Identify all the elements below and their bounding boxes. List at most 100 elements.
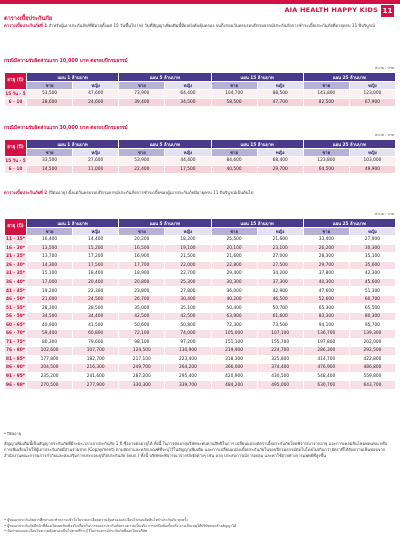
- premium-cell: 40,300: [302, 277, 350, 288]
- premium-cell: 17,700: [118, 260, 166, 271]
- premium-cell: 98,100: [118, 337, 166, 348]
- premium-cell: 295,400: [164, 371, 212, 382]
- premium-cell: 50,400: [210, 303, 258, 313]
- plan-header: แผน 25 ล้านบาท: [302, 139, 397, 149]
- premium-cell: 18,900: [118, 269, 166, 279]
- table-1-unit: หน่วย : บาท: [374, 66, 394, 70]
- disclaimer-note: • ผู้ขอเอาประกันภัยควรศึกษาและทำความเข้า…: [4, 518, 188, 522]
- premium-cell: 151,100: [210, 337, 258, 348]
- age-range-cell: 51 - 55*: [4, 303, 27, 313]
- premium-cell: 136,700: [302, 329, 350, 339]
- premium-table-1: อายุ (ปี) แผน 1 ล้านบาท แผน 5 ล้านบาท แผ…: [4, 72, 397, 108]
- premium-cell: 277,900: [72, 380, 120, 390]
- premium-cell: 102,600: [25, 346, 74, 356]
- premium-cell: 97,200: [164, 337, 212, 348]
- age-range-cell: 56 - 59*: [4, 311, 27, 322]
- table-row: 11 - 15* 16,400 14,400 20,200 18,200 25,500 21…: [4, 235, 397, 245]
- premium-cell: 30,300: [210, 277, 258, 288]
- age-range-cell: 96 - 98*: [4, 380, 27, 390]
- age-column-header: อายุ (ปี): [4, 139, 27, 157]
- premium-cell: 318,300: [210, 354, 258, 365]
- premium-cell: 235,200: [25, 371, 74, 382]
- premium-cell: 24,600: [72, 97, 120, 108]
- premium-cell: 22,700: [164, 269, 212, 279]
- premium-cell: 59,400: [25, 329, 74, 339]
- premium-cell: 14,400: [72, 235, 120, 245]
- table-row: 56 - 59* 34,500 34,400 42,500 42,500 63,900 61…: [4, 311, 397, 322]
- premium-cell: 53,900: [118, 156, 166, 166]
- premium-cell: 27,600: [72, 156, 120, 166]
- premium-cell: 143,800: [302, 89, 350, 99]
- premium-cell: 21,600: [25, 294, 74, 305]
- table-row: 81 - 85* 177,800 182,700 217,100 223,400 318,…: [4, 354, 397, 365]
- age-range-cell: 21 - 25*: [4, 252, 27, 262]
- premium-cell: 42,500: [118, 311, 166, 322]
- table-row: 26 - 30* 14,300 17,500 17,700 22,000 22,800 27…: [4, 260, 397, 271]
- premium-cell: 22,800: [210, 260, 258, 271]
- renewal-footnote: * ปีต่ออายุ: [4, 431, 21, 436]
- premium-cell: 42,300: [348, 269, 397, 279]
- premium-cell: 20,400: [72, 277, 120, 288]
- premium-cell: 124,500: [118, 346, 166, 356]
- premium-cell: 80,300: [348, 311, 397, 322]
- premium-cell: 35,100: [348, 252, 397, 262]
- premium-cell: 105,000: [210, 329, 258, 339]
- table-row: 66 - 70* 59,400 60,800 72,100 74,000 105,000 1…: [4, 329, 397, 339]
- premium-cell: 22,400: [118, 164, 166, 175]
- premium-cell: 40,500: [210, 164, 258, 175]
- premium-cell: 22,000: [164, 260, 212, 271]
- premium-cell: 34,500: [164, 97, 212, 108]
- gender-female-header: หญิง: [72, 148, 120, 157]
- premium-cell: 33,400: [302, 235, 350, 245]
- table-2-unit: หน่วย : บาท: [374, 133, 394, 137]
- premium-cell: 79,600: [72, 337, 120, 348]
- premium-cell: 130,900: [164, 346, 212, 356]
- gender-female-header: หญิง: [256, 81, 304, 90]
- premium-cell: 548,400: [302, 371, 350, 382]
- premium-cell: 107,700: [72, 346, 120, 356]
- premium-cell: 20,800: [118, 277, 166, 288]
- plan-header: แผน 1 ล้านบาท: [25, 218, 120, 228]
- disclaimer-note: • ผู้ขอเอาประกันภัยมีหน้าที่ต้องเปิดเผยข…: [4, 523, 237, 528]
- disclaimer-notes: • ผู้ขอเอาประกันภัยควรศึกษาและทำความเข้า…: [4, 518, 396, 535]
- premium-cell: 51,300: [348, 286, 397, 296]
- premium-cell: 40,200: [210, 294, 258, 305]
- premium-cell: 123,000: [348, 89, 397, 99]
- premium-cell: 11,000: [72, 164, 120, 175]
- gender-male-header: ชาย: [302, 81, 350, 90]
- premium-cell: 60,800: [72, 329, 120, 339]
- premium-cell: 19,100: [164, 243, 212, 254]
- gender-male-header: ชาย: [25, 148, 74, 157]
- age-range-cell: 26 - 30*: [4, 260, 27, 271]
- age-range-cell: 91 - 95*: [4, 371, 27, 382]
- premium-cell: 28,300: [302, 252, 350, 262]
- table-row: 31 - 35* 15,100 18,400 18,900 22,700 29,400 34…: [4, 269, 397, 279]
- premium-cell: 37,300: [256, 277, 304, 288]
- table-row: 60 - 65* 40,900 41,500 50,600 50,800 72,300 73…: [4, 320, 397, 330]
- premium-cell: 68,400: [256, 156, 304, 166]
- schedule-2-description: ตารางเบี้ยประกันภัยที่ 2 (ปีต่ออายุ) ตั้…: [4, 190, 394, 196]
- premium-cell: 17,500: [164, 164, 212, 175]
- premium-cell: 325,800: [256, 354, 304, 365]
- premium-cell: 73,900: [118, 89, 166, 99]
- premium-cell: 73,500: [256, 320, 304, 330]
- premium-cell: 330,300: [118, 380, 166, 390]
- schedule-1-text: สำหรับผู้เอาประกันภัย/ที่มีอายุตั้งแต่ 1…: [47, 23, 375, 28]
- disclaimer-note: • ข้อกำหนดและเงื่อนไขความคุ้มครองเป็นไปต…: [4, 529, 148, 534]
- plan-header: แผน 15 ล้านบาท: [210, 218, 304, 228]
- premium-cell: 339,700: [164, 380, 212, 390]
- premium-cell: 14,500: [25, 164, 74, 175]
- age-range-cell: 11 - 15*: [4, 235, 27, 245]
- gender-female-header: หญิง: [164, 148, 212, 157]
- premium-cell: 103,000: [348, 156, 397, 166]
- premium-cell: 26,200: [302, 243, 350, 254]
- premium-cell: 21,500: [164, 252, 212, 262]
- table-row: 21 - 25* 13,700 17,200 16,900 21,500 21,600 27…: [4, 252, 397, 262]
- gender-female-header: หญิง: [348, 148, 397, 157]
- premium-cell: 17,200: [72, 252, 120, 262]
- premium-cell: 13,700: [25, 252, 74, 262]
- table-3-unit: หน่วย : บาท: [374, 212, 394, 216]
- premium-cell: 28,600: [25, 97, 74, 108]
- premium-cell: 65,300: [302, 303, 350, 313]
- premium-cell: 107,100: [256, 329, 304, 339]
